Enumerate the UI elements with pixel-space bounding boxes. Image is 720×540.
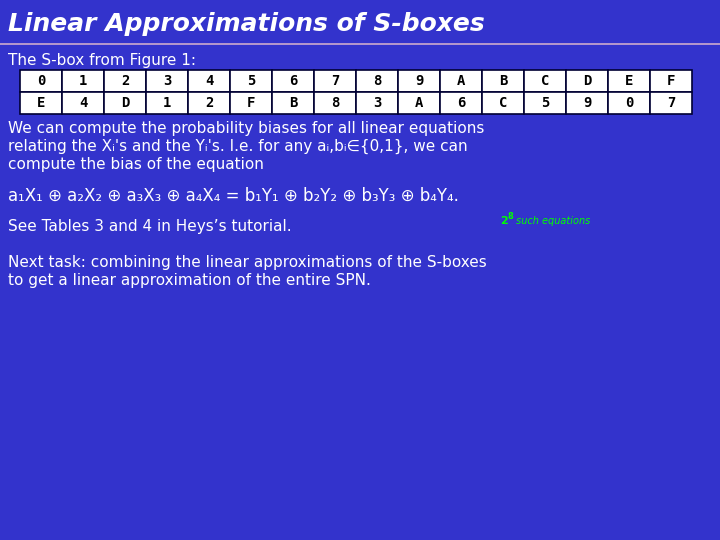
- Text: E: E: [37, 96, 45, 110]
- Text: We can compute the probability biases for all linear equations: We can compute the probability biases fo…: [8, 120, 485, 136]
- Text: 3: 3: [373, 96, 381, 110]
- Bar: [20, 70, 62, 92]
- Text: 0: 0: [625, 96, 633, 110]
- Text: F: F: [247, 96, 255, 110]
- Bar: [608, 92, 650, 114]
- Text: 8: 8: [508, 212, 514, 221]
- Text: B: B: [499, 74, 507, 88]
- Bar: [356, 92, 398, 114]
- Bar: [272, 92, 314, 114]
- Bar: [188, 70, 230, 92]
- Bar: [146, 70, 188, 92]
- Text: Next task: combining the linear approximations of the S-boxes: Next task: combining the linear approxim…: [8, 254, 487, 269]
- Text: 9: 9: [415, 74, 423, 88]
- Text: 6: 6: [456, 96, 465, 110]
- Text: E: E: [625, 74, 633, 88]
- Bar: [356, 70, 398, 92]
- Text: 8: 8: [330, 96, 339, 110]
- Text: 2: 2: [500, 216, 508, 226]
- Text: 2: 2: [121, 74, 129, 88]
- Bar: [650, 92, 692, 114]
- Bar: [524, 92, 566, 114]
- Text: 5: 5: [247, 74, 255, 88]
- Bar: [482, 70, 524, 92]
- Text: 1: 1: [78, 74, 87, 88]
- Text: See Tables 3 and 4 in Heys’s tutorial.: See Tables 3 and 4 in Heys’s tutorial.: [8, 219, 292, 233]
- Bar: [608, 70, 650, 92]
- Text: such equations: such equations: [513, 216, 590, 226]
- Text: 2: 2: [204, 96, 213, 110]
- Text: C: C: [541, 74, 549, 88]
- Bar: [104, 70, 146, 92]
- Text: relating the Xᵢ's and the Yᵢ's. I.e. for any aᵢ,bᵢ∈{0,1}, we can: relating the Xᵢ's and the Yᵢ's. I.e. for…: [8, 138, 467, 153]
- Text: The S-box from Figure 1:: The S-box from Figure 1:: [8, 52, 196, 68]
- Text: 8: 8: [373, 74, 381, 88]
- Text: A: A: [456, 74, 465, 88]
- Text: 4: 4: [204, 74, 213, 88]
- Bar: [62, 92, 104, 114]
- Bar: [440, 70, 482, 92]
- Text: A: A: [415, 96, 423, 110]
- Text: B: B: [289, 96, 297, 110]
- Bar: [314, 70, 356, 92]
- Text: 0: 0: [37, 74, 45, 88]
- Bar: [314, 92, 356, 114]
- Bar: [188, 92, 230, 114]
- Bar: [104, 92, 146, 114]
- Bar: [20, 92, 62, 114]
- Bar: [650, 70, 692, 92]
- Text: 6: 6: [289, 74, 297, 88]
- Text: 5: 5: [541, 96, 549, 110]
- Text: Linear Approximations of S-boxes: Linear Approximations of S-boxes: [8, 12, 485, 36]
- Text: 7: 7: [667, 96, 675, 110]
- Bar: [272, 70, 314, 92]
- Text: 7: 7: [330, 74, 339, 88]
- Bar: [566, 92, 608, 114]
- Bar: [146, 92, 188, 114]
- Text: compute the bias of the equation: compute the bias of the equation: [8, 157, 264, 172]
- Text: 1: 1: [163, 96, 171, 110]
- Text: 3: 3: [163, 74, 171, 88]
- Bar: [566, 70, 608, 92]
- Text: a₁X₁ ⊕ a₂X₂ ⊕ a₃X₃ ⊕ a₄X₄ = b₁Y₁ ⊕ b₂Y₂ ⊕ b₃Y₃ ⊕ b₄Y₄.: a₁X₁ ⊕ a₂X₂ ⊕ a₃X₃ ⊕ a₄X₄ = b₁Y₁ ⊕ b₂Y₂ …: [8, 187, 459, 205]
- Bar: [230, 92, 272, 114]
- Bar: [398, 70, 440, 92]
- Bar: [440, 92, 482, 114]
- Text: D: D: [582, 74, 591, 88]
- Text: F: F: [667, 74, 675, 88]
- Text: 4: 4: [78, 96, 87, 110]
- Text: to get a linear approximation of the entire SPN.: to get a linear approximation of the ent…: [8, 273, 371, 287]
- Bar: [230, 70, 272, 92]
- Bar: [482, 92, 524, 114]
- Text: C: C: [499, 96, 507, 110]
- Bar: [62, 70, 104, 92]
- Text: 9: 9: [582, 96, 591, 110]
- Text: D: D: [121, 96, 129, 110]
- Bar: [398, 92, 440, 114]
- Bar: [524, 70, 566, 92]
